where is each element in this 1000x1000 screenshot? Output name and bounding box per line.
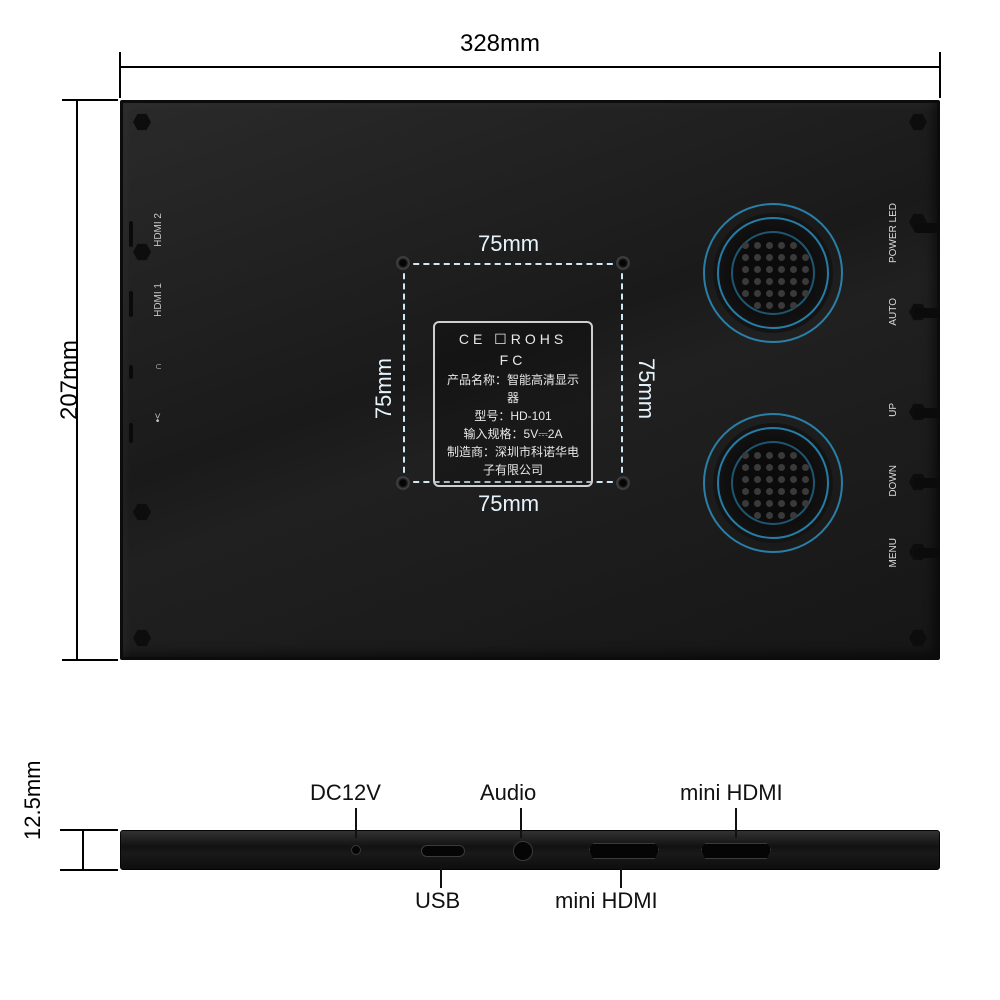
vesa-hole: [396, 476, 410, 490]
down-label: DOWN: [888, 465, 899, 497]
vesa-top-label: 75mm: [478, 231, 539, 257]
vesa-left-label: 75mm: [371, 358, 397, 419]
power-led-label: POWER LED: [888, 203, 899, 263]
thick-tick-bottom: [60, 869, 118, 871]
speaker-bottom: [713, 423, 833, 543]
usb-port: [129, 423, 133, 443]
vesa-right-label: 75mm: [633, 358, 659, 419]
diagram-root: 328mm 207mm •< ∩ HDMI 1 HDMI 2 7: [0, 0, 1000, 1000]
leader-line: [620, 864, 622, 888]
screw-icon: [909, 629, 927, 647]
height-tick-bottom: [62, 659, 118, 661]
height-dimension-line: [76, 100, 78, 660]
screw-icon: [133, 113, 151, 131]
hdmi2-label: HDMI 2: [153, 213, 164, 247]
screw-icon: [133, 243, 151, 261]
menu-button[interactable]: [914, 548, 940, 558]
power-led-button[interactable]: [914, 223, 940, 233]
screw-icon: [133, 629, 151, 647]
width-dimension-label: 328mm: [460, 30, 540, 58]
speaker-top: [713, 213, 833, 333]
spec-line: 产品名称：智能高清显示器: [445, 371, 581, 407]
usb-label: USB: [415, 888, 460, 914]
hdmi1-port: [129, 291, 133, 317]
dc-port: [351, 845, 361, 855]
mini-hdmi-label-top: mini HDMI: [680, 780, 783, 806]
menu-label: MENU: [888, 538, 899, 567]
vesa-hole: [616, 256, 630, 270]
speaker-grille-icon: [733, 233, 813, 313]
up-label: UP: [888, 403, 899, 417]
leader-line: [520, 808, 522, 838]
auto-label: AUTO: [888, 298, 899, 326]
usb-port-side: [421, 845, 465, 857]
audio-label: Audio: [480, 780, 536, 806]
mini-hdmi-port-1: [589, 843, 659, 859]
dc-label: DC12V: [310, 780, 381, 806]
audio-port-side: [513, 841, 533, 861]
auto-button[interactable]: [914, 308, 940, 318]
screw-icon: [133, 503, 151, 521]
device-back-panel: •< ∩ HDMI 1 HDMI 2 75mm 75mm 75mm 75mm C…: [120, 100, 940, 660]
mini-hdmi-port-2: [701, 843, 771, 859]
thick-tick-top: [60, 829, 118, 831]
usb-port-icon: •<: [153, 413, 164, 422]
leader-line: [735, 808, 737, 838]
leader-line: [355, 808, 357, 838]
leader-line: [440, 864, 442, 888]
width-tick-left: [119, 52, 121, 98]
spec-line: 输入规格：5V⎓2A: [445, 425, 581, 443]
hdmi2-port: [129, 221, 133, 247]
down-button[interactable]: [914, 478, 940, 488]
vesa-hole: [396, 256, 410, 270]
height-dimension-label: 207mm: [56, 340, 84, 420]
headphone-icon: ∩: [153, 363, 164, 370]
width-tick-right: [939, 52, 941, 98]
up-button[interactable]: [914, 408, 940, 418]
width-dimension-line: [120, 66, 940, 68]
thickness-dimension-line: [82, 829, 84, 871]
audio-port: [129, 365, 133, 379]
device-side-profile: [120, 830, 940, 870]
speaker-grille-icon: [733, 443, 813, 523]
vesa-hole: [616, 476, 630, 490]
spec-label-plate: CE ☐ROHS FC 产品名称：智能高清显示器 型号：HD-101 输入规格：…: [433, 321, 593, 487]
screw-icon: [909, 113, 927, 131]
mini-hdmi-label-bottom: mini HDMI: [555, 888, 658, 914]
spec-line: 型号：HD-101: [445, 407, 581, 425]
spec-line: 制造商：深圳市科诺华电子有限公司: [445, 443, 581, 479]
cert-icons: CE ☐ROHS FC: [445, 329, 581, 371]
vesa-bottom-label: 75mm: [478, 491, 539, 517]
thickness-dimension-label: 12.5mm: [20, 761, 46, 840]
height-tick-top: [62, 99, 118, 101]
hdmi1-label: HDMI 1: [153, 283, 164, 317]
